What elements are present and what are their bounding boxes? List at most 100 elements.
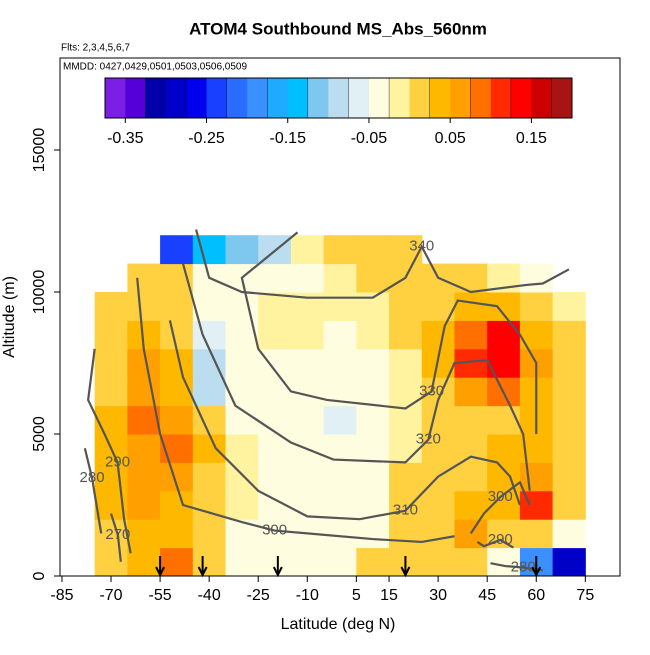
heat-cell <box>487 547 521 577</box>
x-tick-label: -70 <box>99 587 122 604</box>
heat-cell <box>454 405 488 435</box>
heat-cell <box>127 490 161 520</box>
heat-cell <box>323 519 357 549</box>
heat-cell <box>356 377 390 407</box>
heatmap <box>94 235 586 577</box>
heat-cell <box>192 462 227 492</box>
colorbar-swatch <box>551 78 573 118</box>
heat-cell <box>94 377 128 407</box>
x-axis-label: Latitude (deg N) <box>281 616 396 633</box>
heat-cell <box>389 320 423 350</box>
heat-cell <box>225 348 259 378</box>
heat-cell <box>389 235 423 265</box>
heat-cell <box>127 547 161 577</box>
heat-cell <box>160 519 194 549</box>
x-tick-label: -40 <box>198 587 221 604</box>
contour-line <box>83 447 103 534</box>
heat-cell <box>421 320 455 350</box>
heat-cell <box>519 519 554 549</box>
contour-label: 320 <box>416 431 441 448</box>
heat-cell <box>323 547 357 577</box>
contour-label: 300 <box>488 488 513 505</box>
heat-cell <box>160 377 194 407</box>
heat-cell <box>519 263 554 293</box>
heat-cell <box>323 292 357 321</box>
heat-cell <box>225 434 259 463</box>
colorbar-swatch <box>308 78 329 118</box>
heat-cell <box>290 320 325 350</box>
heat-cell <box>160 547 194 577</box>
x-tick-label: 5 <box>352 587 361 604</box>
heat-cell <box>127 292 161 321</box>
contour-label: 310 <box>393 502 418 519</box>
colorbar-swatch <box>450 78 471 118</box>
colorbar-swatch <box>328 78 350 118</box>
heat-cell <box>356 348 390 378</box>
y-axis-label: Altitude (m) <box>1 276 18 358</box>
heat-cell <box>160 235 194 265</box>
heat-cell <box>421 490 455 520</box>
contour-label: 270 <box>105 526 130 543</box>
plot-frame <box>59 57 621 577</box>
contour-line <box>476 538 514 549</box>
x-tick-label: 45 <box>478 587 496 604</box>
heat-cell <box>160 405 194 435</box>
heat-cell <box>421 434 455 463</box>
heat-cell <box>94 462 128 492</box>
x-tick-label: -55 <box>149 587 172 604</box>
colorbar-swatch <box>389 78 410 118</box>
heat-cell <box>258 462 292 492</box>
heat-cell <box>552 377 586 407</box>
heat-cell <box>552 519 586 549</box>
heat-cell <box>454 462 488 492</box>
colorbar-swatch <box>348 78 370 118</box>
heat-cell <box>192 320 227 350</box>
heat-cell <box>94 405 128 435</box>
heat-cell <box>127 263 161 293</box>
contour-label: 290 <box>105 453 130 470</box>
colorbar-swatch <box>531 78 553 118</box>
heat-cell <box>487 405 521 435</box>
heat-cell <box>290 235 325 265</box>
heat-cell <box>323 348 357 378</box>
colorbar-swatch <box>206 78 228 118</box>
heat-cell <box>323 462 357 492</box>
heat-cell <box>519 292 554 321</box>
heat-cell <box>192 547 227 577</box>
heat-cell <box>192 519 227 549</box>
y-tick-label: 5000 <box>31 416 48 452</box>
heat-cell <box>192 434 227 463</box>
colorbar-tick-label: 0.15 <box>516 130 547 147</box>
profile-arrowhead <box>400 566 411 578</box>
heat-cell <box>552 434 586 463</box>
colorbar-swatch <box>165 78 187 118</box>
colorbar-swatch <box>145 78 167 118</box>
heat-cell <box>160 292 194 321</box>
heat-cell <box>356 462 390 492</box>
heat-cell <box>487 320 521 350</box>
contour-line <box>195 229 570 299</box>
heat-cell <box>519 462 554 492</box>
contour-line <box>168 320 521 521</box>
subtitle: Flts: 2,3,4,5,6,7 <box>61 43 130 54</box>
y-tick-label: 10000 <box>31 270 48 315</box>
y-tick-label: 15000 <box>31 128 48 173</box>
heat-cell <box>389 348 423 378</box>
heat-cell <box>552 292 586 321</box>
heat-cell <box>258 405 292 435</box>
colorbar-swatch <box>105 78 126 118</box>
heat-cell <box>94 292 128 321</box>
heat-cell <box>389 462 423 492</box>
heat-cell <box>356 519 390 549</box>
heat-cell <box>290 348 325 378</box>
heat-cell <box>290 405 325 435</box>
colorbar-swatch <box>247 78 268 118</box>
heat-cell <box>389 405 423 435</box>
heat-cell <box>552 547 586 577</box>
heat-cell <box>225 235 259 265</box>
heat-cell <box>94 348 128 378</box>
profile-arrowhead <box>155 566 165 578</box>
heat-cell <box>225 547 259 577</box>
heat-cell <box>454 547 488 577</box>
